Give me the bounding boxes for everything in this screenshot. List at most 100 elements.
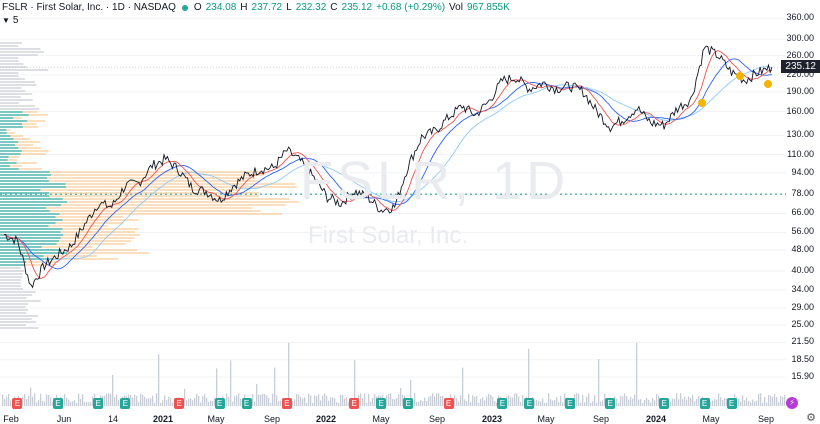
- volume-bar: [50, 397, 52, 406]
- volume-bar: [398, 394, 400, 406]
- x-tick-label: Sep: [592, 414, 610, 424]
- earnings-marker[interactable]: E: [281, 398, 292, 409]
- profile-bar: [0, 309, 28, 311]
- earnings-marker[interactable]: E: [443, 398, 454, 409]
- volume-bar: [718, 393, 720, 406]
- profile-bar: [0, 216, 56, 218]
- earnings-marker[interactable]: E: [349, 398, 360, 409]
- profile-bar: [0, 288, 23, 290]
- volume-bar: [590, 402, 592, 406]
- volume-bar: [544, 402, 546, 406]
- volume-bar: [348, 402, 350, 406]
- volume-bar: [334, 398, 336, 406]
- volume-bar: [766, 402, 768, 406]
- volume-bar: [322, 395, 324, 406]
- profile-bar: [0, 63, 24, 65]
- volume-bar: [258, 394, 260, 406]
- profile-bar: [0, 177, 48, 179]
- volume-bar: [208, 401, 210, 406]
- gear-icon[interactable]: ⚙: [806, 412, 816, 424]
- earnings-marker[interactable]: E: [174, 398, 185, 409]
- profile-bar: [59, 240, 132, 242]
- volume-bar: [168, 396, 170, 406]
- volume-bar: [422, 401, 424, 406]
- profile-bar: [0, 90, 26, 92]
- volume-bar: [648, 399, 650, 406]
- volume-bar: [196, 393, 198, 406]
- earnings-marker[interactable]: E: [241, 398, 252, 409]
- volume-bar: [736, 397, 738, 406]
- volume-bar: [42, 400, 44, 406]
- symbol-title[interactable]: FSLR · First Solar, Inc. · 1D · NASDAQ: [2, 2, 176, 13]
- volume-bar: [278, 401, 280, 406]
- earnings-marker[interactable]: E: [403, 398, 414, 409]
- volume-bar: [740, 401, 742, 406]
- profile-bar: [0, 66, 27, 68]
- earnings-marker[interactable]: E: [12, 398, 23, 409]
- profile-bar: [0, 234, 64, 236]
- profile-bar: [0, 114, 29, 116]
- volume-bar: [510, 397, 512, 406]
- x-tick-label: 2022: [315, 414, 337, 424]
- last-price-tag: 235.12: [781, 60, 820, 74]
- volume-bar: [522, 394, 524, 406]
- volume-bar: [454, 395, 456, 406]
- signal-marker[interactable]: [698, 99, 706, 107]
- volume-bar: [486, 396, 488, 406]
- volume-bar: [118, 400, 120, 406]
- profile-bar: [55, 216, 124, 218]
- earnings-marker[interactable]: E: [376, 398, 387, 409]
- volume-bar: [536, 399, 538, 406]
- signal-marker[interactable]: [764, 80, 772, 88]
- volume-bar: [772, 396, 774, 406]
- volume-bar: [738, 398, 740, 406]
- earnings-marker[interactable]: E: [726, 398, 737, 409]
- earnings-marker[interactable]: E: [524, 398, 535, 409]
- earnings-marker[interactable]: E: [214, 398, 225, 409]
- profile-bar: [0, 252, 68, 254]
- earnings-marker[interactable]: E: [52, 398, 63, 409]
- volume-bar: [52, 402, 54, 406]
- volume-bar: [232, 401, 234, 406]
- profile-bar: [46, 207, 253, 209]
- volume-bar: [200, 402, 202, 406]
- volume-bar: [104, 395, 106, 406]
- profile-bar: [0, 318, 32, 320]
- volume-bar: [368, 393, 370, 406]
- volume-bar: [240, 398, 242, 406]
- volume-bar: [280, 400, 282, 406]
- profile-bar: [0, 171, 50, 173]
- volume-bar: [682, 399, 684, 406]
- volume-bar: [288, 342, 290, 406]
- earnings-marker[interactable]: E: [699, 398, 710, 409]
- volume-bar: [362, 398, 364, 406]
- profile-bar: [0, 231, 61, 233]
- profile-bar: [0, 150, 22, 152]
- y-tick-label: 94.00: [791, 166, 814, 177]
- earnings-marker[interactable]: E: [93, 398, 104, 409]
- volume-bar: [516, 393, 518, 406]
- volume-bar: [646, 397, 648, 406]
- open-label: O: [193, 2, 202, 13]
- earnings-marker[interactable]: E: [120, 398, 131, 409]
- earnings-marker[interactable]: E: [659, 398, 670, 409]
- volume-bar: [224, 401, 226, 406]
- volume-bar: [778, 401, 780, 406]
- indicators-toggle[interactable]: ▼ 5: [2, 15, 18, 26]
- volume-bar: [768, 394, 770, 406]
- earnings-marker[interactable]: E: [497, 398, 508, 409]
- volume-bar: [464, 399, 466, 406]
- earnings-marker[interactable]: E: [564, 398, 575, 409]
- volume-bar: [354, 360, 356, 406]
- profile-bar: [0, 168, 19, 170]
- volume-bar: [396, 397, 398, 406]
- volume-bar: [680, 393, 682, 406]
- lightning-icon[interactable]: ⚡: [786, 397, 798, 409]
- profile-bar: [8, 156, 20, 158]
- profile-bar: [0, 294, 33, 296]
- volume-bar: [426, 400, 428, 406]
- signal-marker[interactable]: [736, 72, 744, 80]
- earnings-marker[interactable]: E: [605, 398, 616, 409]
- volume-bar: [420, 399, 422, 406]
